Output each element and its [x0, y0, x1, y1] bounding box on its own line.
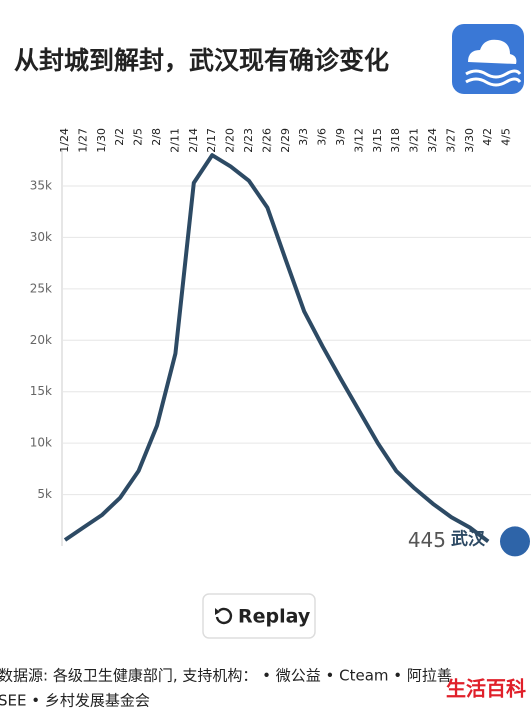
x-tick-label: 3/3	[297, 128, 310, 146]
x-tick-label: 2/5	[132, 128, 145, 146]
footer-line: SEE • 乡村发展基金会	[0, 692, 150, 710]
x-tick-label: 4/5	[500, 128, 513, 146]
x-tick-label: 3/24	[426, 128, 439, 153]
y-tick-label: 15k	[30, 384, 52, 398]
x-tick-label: 2/26	[260, 128, 273, 153]
x-tick-label: 1/30	[95, 128, 108, 153]
x-tick-label: 2/8	[150, 128, 163, 146]
title: 从封城到解封，武汉现有确诊变化	[14, 46, 389, 75]
x-tick-label: 3/15	[371, 128, 384, 153]
x-tick-label: 1/27	[76, 128, 89, 153]
x-tick-label: 2/20	[224, 128, 237, 153]
watermark: 生活百科	[446, 677, 526, 701]
x-tick-label: 3/9	[334, 128, 347, 146]
y-tick-label: 30k	[30, 230, 52, 244]
footer-line: 数据源: 各级卫生健康部门, 支持机构： • 微公益 • Cteam • 阿拉善	[0, 667, 452, 685]
logo	[452, 24, 524, 94]
x-tick-label: 3/6	[316, 128, 329, 146]
replay-label[interactable]: Replay	[238, 606, 311, 628]
value-label: 445	[408, 528, 446, 552]
x-tick-label: 3/27	[444, 128, 457, 153]
x-tick-label: 2/11	[168, 128, 181, 153]
y-tick-label: 35k	[30, 179, 52, 193]
y-tick-label: 10k	[30, 436, 52, 450]
x-tick-label: 1/24	[58, 128, 71, 153]
series-end-marker	[500, 526, 530, 557]
series-name: 武汉	[451, 528, 486, 549]
x-tick-label: 4/2	[481, 128, 494, 146]
y-tick-label: 25k	[30, 281, 52, 295]
y-tick-label: 5k	[37, 487, 52, 501]
x-tick-label: 3/12	[352, 128, 365, 153]
x-tick-label: 2/17	[205, 128, 218, 153]
series-line	[63, 153, 490, 544]
y-tick-label: 20k	[30, 333, 52, 347]
x-tick-label: 3/21	[408, 128, 421, 153]
x-tick-label: 2/23	[242, 128, 255, 153]
x-tick-label: 2/14	[187, 128, 200, 153]
x-tick-label: 3/18	[389, 128, 402, 153]
x-tick-label: 2/29	[279, 128, 292, 153]
x-tick-label: 3/30	[463, 128, 476, 153]
replay-button[interactable]: Replay	[202, 593, 316, 639]
x-tick-label: 2/2	[113, 128, 126, 146]
